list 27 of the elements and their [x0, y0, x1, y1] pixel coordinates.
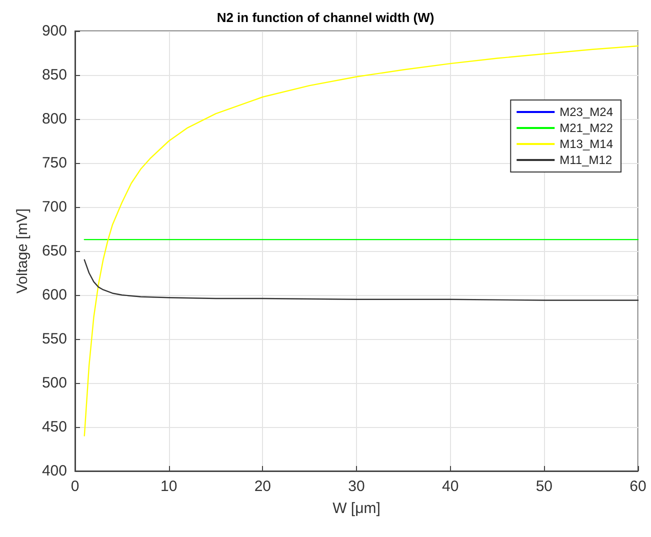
y-tick-label: 500 — [42, 374, 67, 392]
y-axis-title: Voltage [mV] — [14, 208, 31, 294]
x-tick-label: 10 — [160, 478, 178, 495]
y-tick-label: 800 — [42, 110, 67, 128]
y-tick-label: 850 — [42, 66, 67, 84]
y-tick-label: 400 — [42, 462, 67, 480]
x-tick-label: 30 — [348, 478, 365, 495]
y-tick-label: 450 — [42, 418, 67, 436]
y-tick-label: 700 — [42, 198, 67, 216]
legend-label: M11_M12 — [560, 153, 612, 167]
y-tick-label: 750 — [42, 154, 67, 172]
y-tick-label: 550 — [42, 330, 67, 348]
line-series — [84, 259, 639, 301]
y-tick-label: 650 — [42, 242, 67, 260]
x-tick-label: 60 — [630, 478, 646, 495]
x-tick-label: 0 — [70, 478, 80, 495]
line-series — [84, 45, 639, 436]
x-tick-label: 20 — [254, 478, 272, 495]
y-tick-label: 900 — [42, 22, 67, 40]
x-axis-title: W [μm] — [332, 500, 380, 517]
legend-label: M13_M14 — [560, 137, 614, 151]
chart-title: N2 in function of channel width (W) — [216, 10, 434, 25]
y-tick-label: 600 — [42, 286, 67, 304]
x-tick-label: 40 — [442, 478, 459, 495]
x-tick-label: 50 — [536, 478, 553, 495]
legend-label: M21_M22 — [560, 121, 614, 135]
legend-label: M23_M24 — [560, 105, 614, 119]
